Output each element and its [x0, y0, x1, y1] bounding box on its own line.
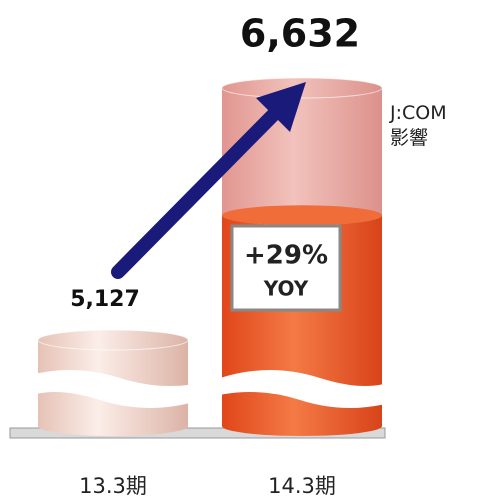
base-platform [9, 427, 386, 439]
value-label: 6,632 [240, 12, 360, 56]
segment-joint [222, 205, 382, 226]
yoy-label: YOY [263, 277, 309, 301]
yoy-box [230, 224, 342, 312]
arrow-head [256, 82, 306, 132]
bar-top [37, 329, 189, 351]
x-tick-label: 14.3期 [268, 474, 336, 498]
value-label: 5,127 [70, 287, 140, 312]
x-tick-label: 13.3期 [79, 474, 147, 498]
labels: 5,127 13.3期 6,632 14.3期 J:COM 影響 [70, 12, 446, 499]
growth-arrow [111, 99, 289, 279]
jcom-label: J:COM 影響 [389, 102, 447, 149]
growth-label: +29% [244, 241, 328, 271]
jcom-segment [222, 88, 382, 226]
axis-break [20, 370, 400, 408]
